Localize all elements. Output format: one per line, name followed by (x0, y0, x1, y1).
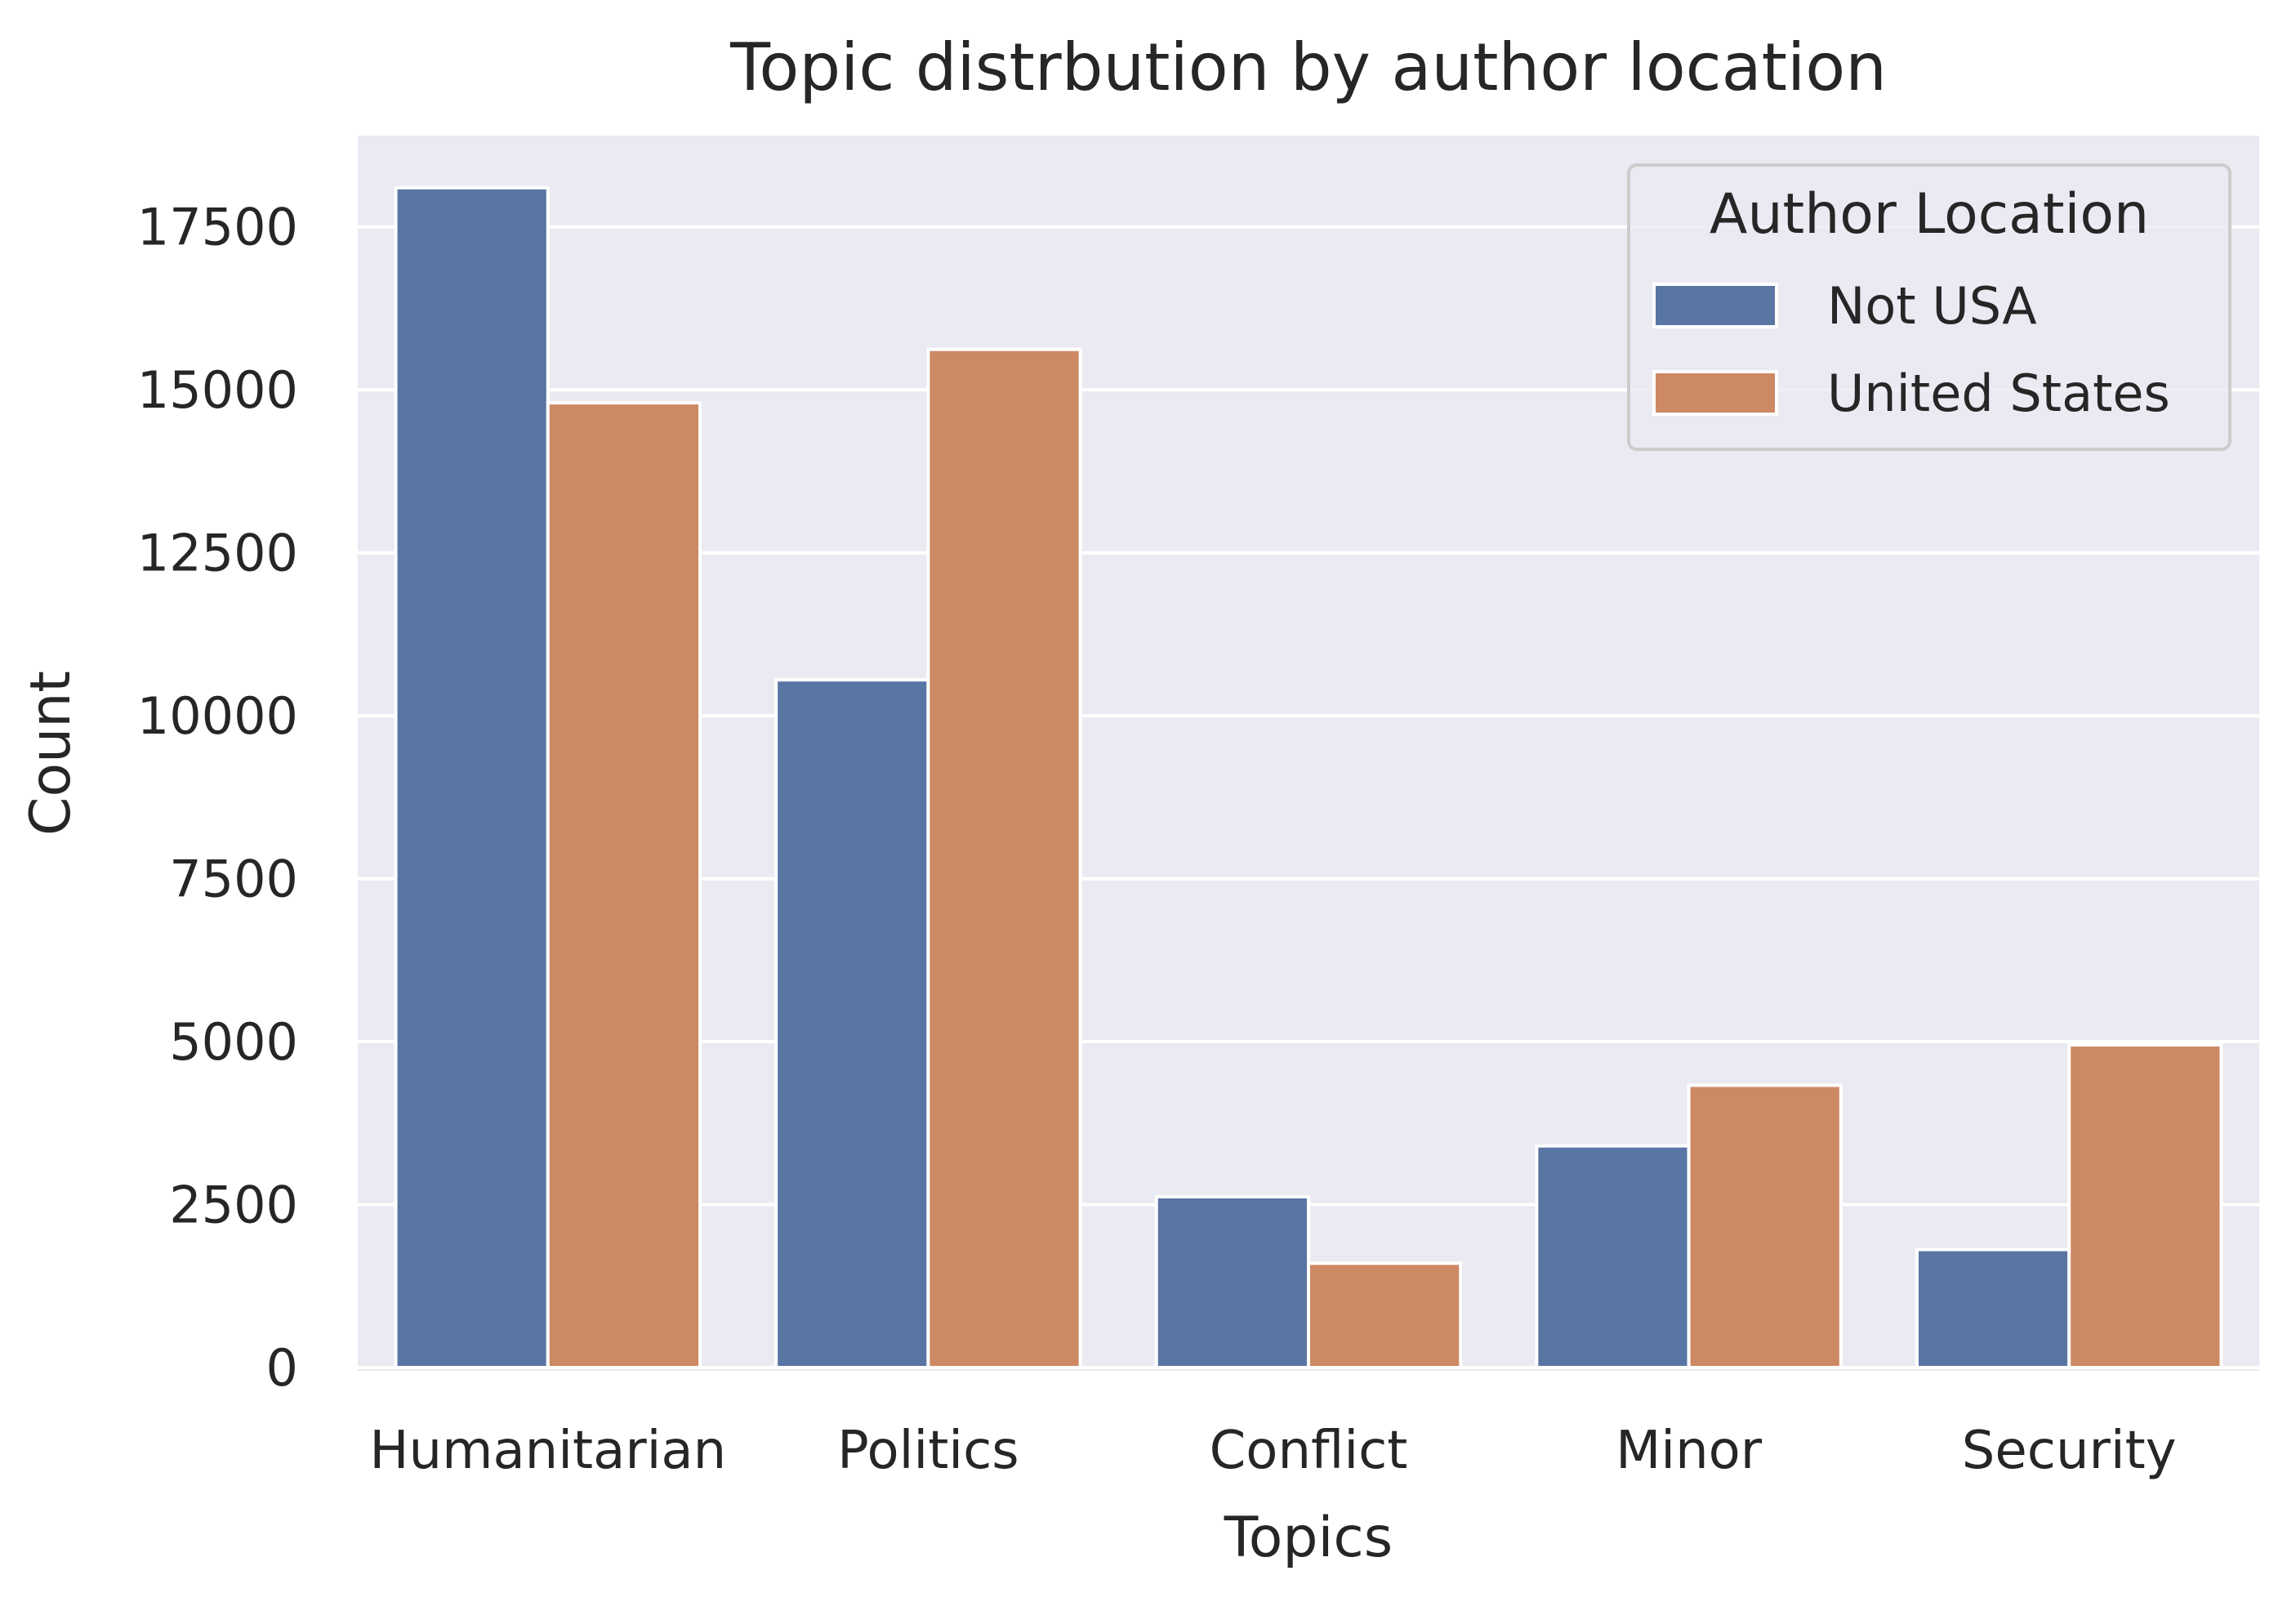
chart-title: Topic distrbution by author location (729, 29, 1887, 105)
legend-swatch-not-usa (1652, 283, 1778, 328)
legend-box (1627, 163, 2231, 451)
bar-security-not-usa (1915, 1247, 2071, 1369)
y-tick-label: 17500 (137, 198, 298, 257)
x-tick-label: Politics (837, 1421, 1019, 1481)
x-axis-ticks: Humanitarian Politics Conflict Minor Securit… (369, 1421, 2176, 1481)
y-tick-label: 15000 (137, 360, 298, 420)
bar-humanitarian-not-usa (394, 185, 550, 1369)
x-tick-label: Security (1962, 1421, 2177, 1481)
y-tick-label: 0 (266, 1338, 298, 1398)
y-tick-label: 7500 (169, 850, 298, 909)
bar-security-united-states (2067, 1043, 2223, 1369)
bar-conflict-united-states (1307, 1261, 1463, 1369)
legend-label-united-states: United States (1827, 364, 2170, 423)
y-axis-ticks: 0 2500 5000 7500 10000 12500 15000 17500 (137, 198, 298, 1398)
bar-politics-not-usa (774, 678, 930, 1369)
x-tick-label: Humanitarian (369, 1421, 726, 1481)
y-axis-label: Count (19, 671, 83, 836)
bar-minor-united-states (1687, 1083, 1843, 1369)
y-tick-label: 12500 (137, 524, 298, 583)
bars (394, 185, 2223, 1370)
x-axis-label: Topics (1224, 1506, 1393, 1570)
legend-title: Author Location (1710, 182, 2149, 247)
legend-swatch-united-states (1652, 370, 1778, 416)
y-tick-label: 5000 (169, 1012, 298, 1072)
bar-politics-united-states (926, 347, 1082, 1369)
x-tick-label: Conflict (1210, 1421, 1408, 1481)
bar-conflict-not-usa (1154, 1194, 1311, 1369)
x-tick-label: Minor (1616, 1421, 1763, 1481)
y-tick-label: 10000 (137, 686, 298, 746)
y-tick-label: 2500 (169, 1176, 298, 1235)
legend: Author Location Not USA United States (1627, 163, 2231, 451)
bar-minor-not-usa (1535, 1144, 1691, 1370)
legend-label-not-usa: Not USA (1827, 276, 2037, 336)
bar-humanitarian-united-states (546, 401, 702, 1369)
